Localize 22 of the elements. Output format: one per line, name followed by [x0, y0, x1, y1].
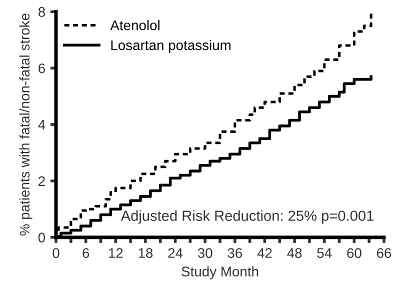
annotation: Adjusted Risk Reduction: 25% p=0.001: [120, 210, 374, 224]
x-tick-label: 18: [138, 248, 153, 258]
y-tick-label: 2: [38, 176, 45, 186]
y-tick-label: 6: [38, 63, 45, 74]
y-tick-label: 8: [38, 7, 45, 17]
y-tick-label: 4: [38, 120, 46, 130]
x-tick-label: 42: [257, 248, 272, 258]
x-tick-label: 60: [347, 248, 362, 258]
y-tick-label: 0: [38, 232, 46, 242]
y-axis-title: % patients with fatal/non-fatal stroke: [19, 14, 32, 236]
legend-label: Losartan potassium: [111, 40, 230, 53]
x-tick-label: 48: [287, 248, 302, 258]
x-tick-label: 54: [317, 248, 332, 258]
x-tick-label: 0: [52, 248, 60, 258]
legend-label: Atenolol: [110, 20, 160, 30]
x-tick-label: 30: [198, 248, 212, 258]
x-tick-label: 36: [228, 248, 242, 258]
x-tick-label: 24: [168, 248, 183, 258]
x-axis-title: Study Month: [182, 266, 258, 280]
x-tick-label: 6: [82, 248, 90, 258]
x-tick-label: 12: [108, 248, 123, 258]
x-tick-label: 66: [376, 248, 392, 258]
